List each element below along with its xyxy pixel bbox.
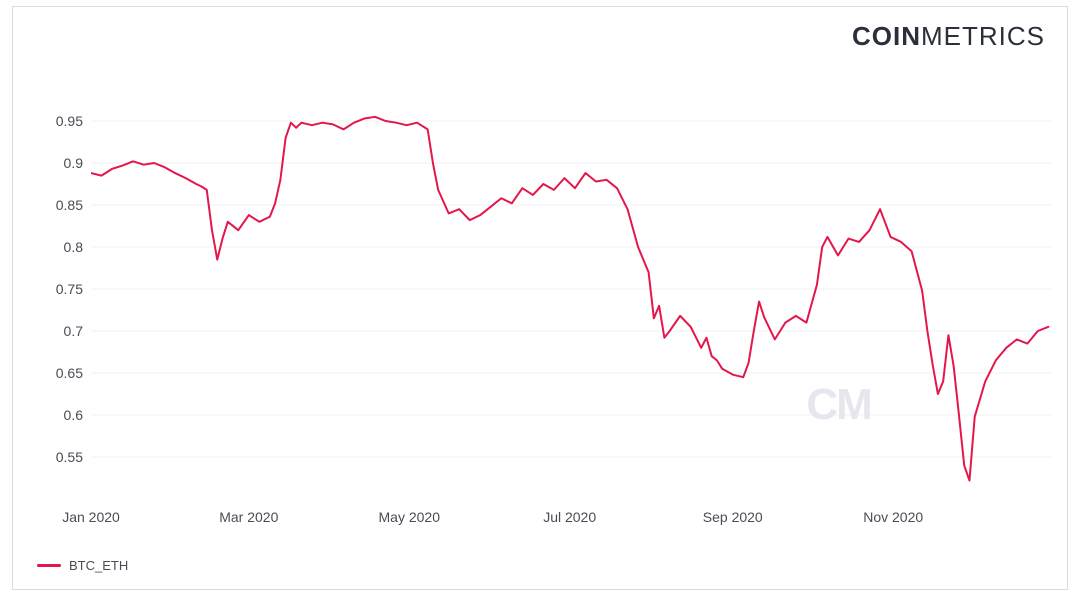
x-tick-label: Sep 2020 <box>703 509 763 525</box>
chart-frame: COINMETRICS CM 0.550.60.650.70.750.80.85… <box>12 6 1068 590</box>
brand-light: METRICS <box>921 21 1045 51</box>
plot-area: CM 0.550.60.650.70.750.80.850.90.95Jan 2… <box>91 79 1051 499</box>
y-tick-label: 0.95 <box>56 113 83 129</box>
brand-bold: COIN <box>852 21 921 51</box>
y-tick-label: 0.55 <box>56 449 83 465</box>
x-tick-label: May 2020 <box>378 509 439 525</box>
y-tick-label: 0.85 <box>56 197 83 213</box>
legend-label: BTC_ETH <box>69 558 128 573</box>
y-tick-label: 0.75 <box>56 281 83 297</box>
legend-swatch <box>37 564 61 567</box>
line-chart-svg: CM <box>91 79 1051 499</box>
brand-logo: COINMETRICS <box>852 21 1045 52</box>
y-tick-label: 0.8 <box>64 239 83 255</box>
y-tick-label: 0.7 <box>64 323 83 339</box>
legend: BTC_ETH <box>37 558 128 573</box>
y-tick-label: 0.9 <box>64 155 83 171</box>
x-tick-label: Jul 2020 <box>543 509 596 525</box>
x-tick-label: Jan 2020 <box>62 509 120 525</box>
y-tick-label: 0.65 <box>56 365 83 381</box>
x-tick-label: Nov 2020 <box>863 509 923 525</box>
x-tick-label: Mar 2020 <box>219 509 278 525</box>
y-tick-label: 0.6 <box>64 407 83 423</box>
svg-text:CM: CM <box>806 380 870 429</box>
